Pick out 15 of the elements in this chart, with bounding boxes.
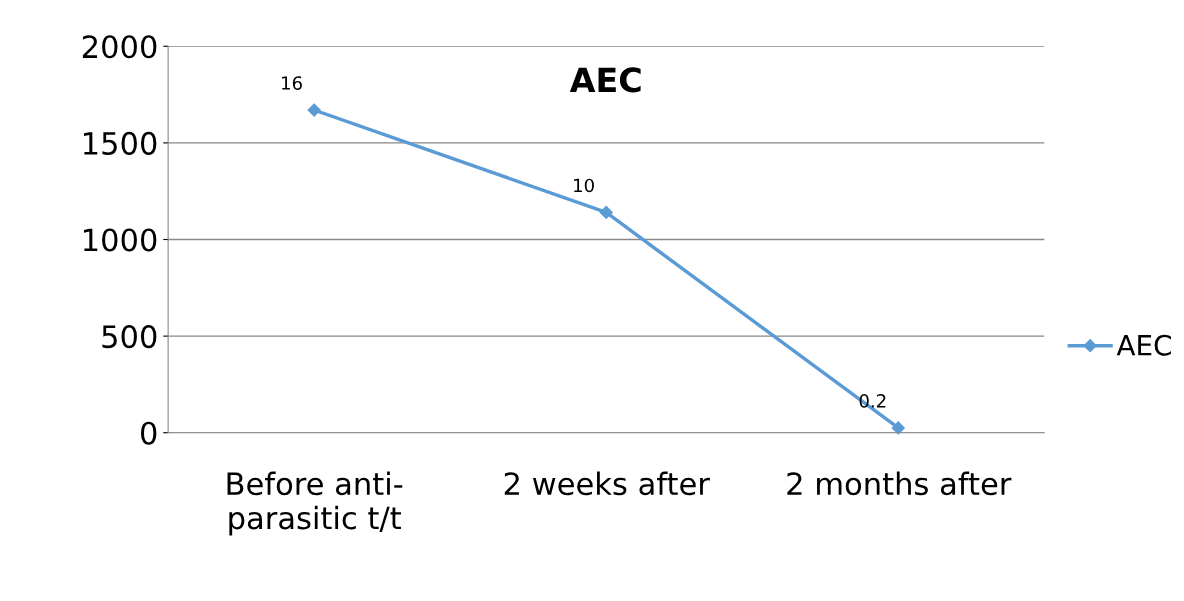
point — [307, 103, 321, 117]
x-tick-label: Before anti- parasitic t/t — [227, 471, 403, 536]
point — [891, 421, 905, 435]
annotation: 16 — [282, 76, 302, 90]
x-tick-label: 2 weeks after — [504, 471, 710, 496]
text: AEC — [569, 67, 641, 93]
point — [599, 205, 613, 220]
y-tick-label: 1000 — [84, 228, 157, 252]
legend-label: AEC — [1116, 334, 1171, 356]
y-tick-label: 1500 — [84, 131, 157, 155]
annotation: 10 — [574, 178, 594, 193]
y-tick-label: 2000 — [82, 35, 157, 59]
y-tick-label: 0 — [140, 421, 157, 445]
y-tick-label: 500 — [102, 325, 157, 349]
x-tick-label: 2 months after — [787, 471, 1012, 496]
